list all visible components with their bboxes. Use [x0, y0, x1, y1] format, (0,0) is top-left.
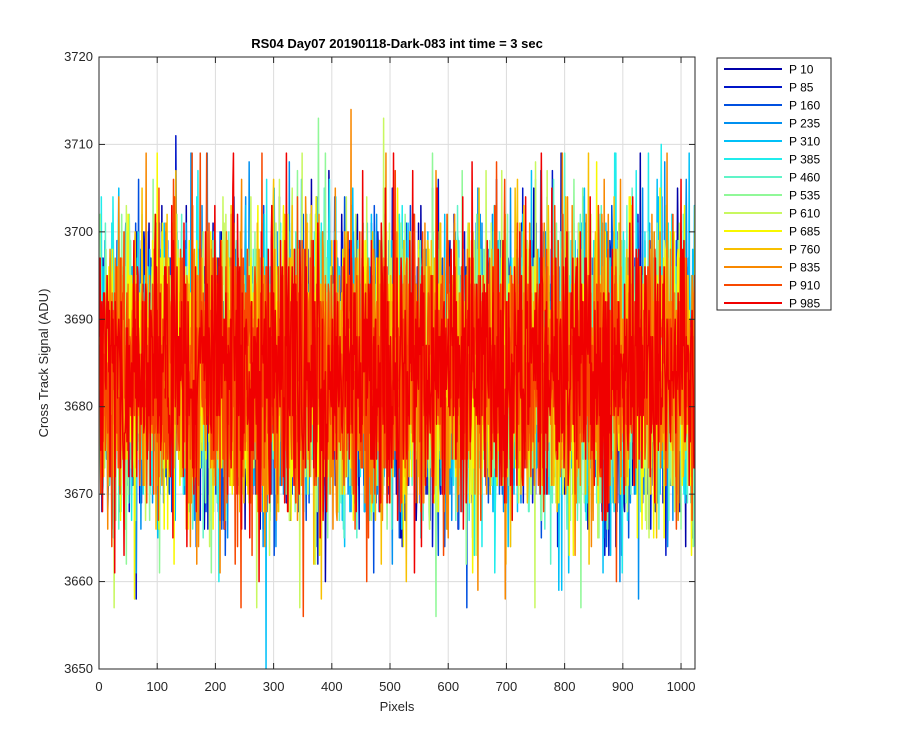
- chart-title: RS04 Day07 20190118-Dark-083 int time = …: [251, 36, 543, 51]
- x-tick-label: 0: [95, 679, 102, 694]
- plot-area-frame: [98, 56, 696, 670]
- x-tick-label: 1000: [667, 679, 696, 694]
- x-tick-label: 300: [263, 679, 285, 694]
- legend-label: P 760: [789, 243, 820, 257]
- y-tick-label: 3710: [64, 136, 93, 151]
- x-tick-label: 600: [437, 679, 459, 694]
- x-tick-label: 500: [379, 679, 401, 694]
- axis-ticks: 0 100 200 300 400 500 600 700 800 900 1000 3650 3660…: [64, 49, 695, 694]
- y-tick-label: 3660: [64, 574, 93, 589]
- y-tick-label: 3650: [64, 661, 93, 676]
- legend-label: P 160: [789, 99, 820, 113]
- legend-label: P 235: [789, 117, 820, 131]
- x-tick-label: 400: [321, 679, 343, 694]
- legend-label: P 910: [789, 279, 820, 293]
- y-tick-label: 3670: [64, 486, 93, 501]
- legend-label: P 985: [789, 297, 820, 311]
- x-tick-label: 800: [554, 679, 576, 694]
- legend-label: P 385: [789, 153, 820, 167]
- y-tick-label: 3700: [64, 224, 93, 239]
- legend-label: P 310: [789, 135, 820, 149]
- legend-label: P 685: [789, 225, 820, 239]
- x-tick-label: 200: [205, 679, 227, 694]
- legend-label: P 85: [789, 81, 814, 95]
- x-axis-label: Pixels: [380, 699, 415, 714]
- legend-label: P 535: [789, 189, 820, 203]
- x-tick-label: 100: [146, 679, 168, 694]
- y-tick-label: 3720: [64, 49, 93, 64]
- y-axis-label: Cross Track Signal (ADU): [36, 289, 51, 438]
- series-lines: [99, 108, 695, 669]
- legend: P 10 P 85 P 160 P 235 P 310 P 385 P 460 P 535 P …: [716, 57, 832, 311]
- x-tick-label: 700: [496, 679, 518, 694]
- legend-label: P 610: [789, 207, 820, 221]
- y-tick-label: 3680: [64, 399, 93, 414]
- series-line: [99, 152, 695, 583]
- y-tick-label: 3690: [64, 311, 93, 326]
- legend-label: P 10: [789, 63, 814, 77]
- legend-label: P 460: [789, 171, 820, 185]
- x-tick-label: 900: [612, 679, 634, 694]
- legend-label: P 835: [789, 261, 820, 275]
